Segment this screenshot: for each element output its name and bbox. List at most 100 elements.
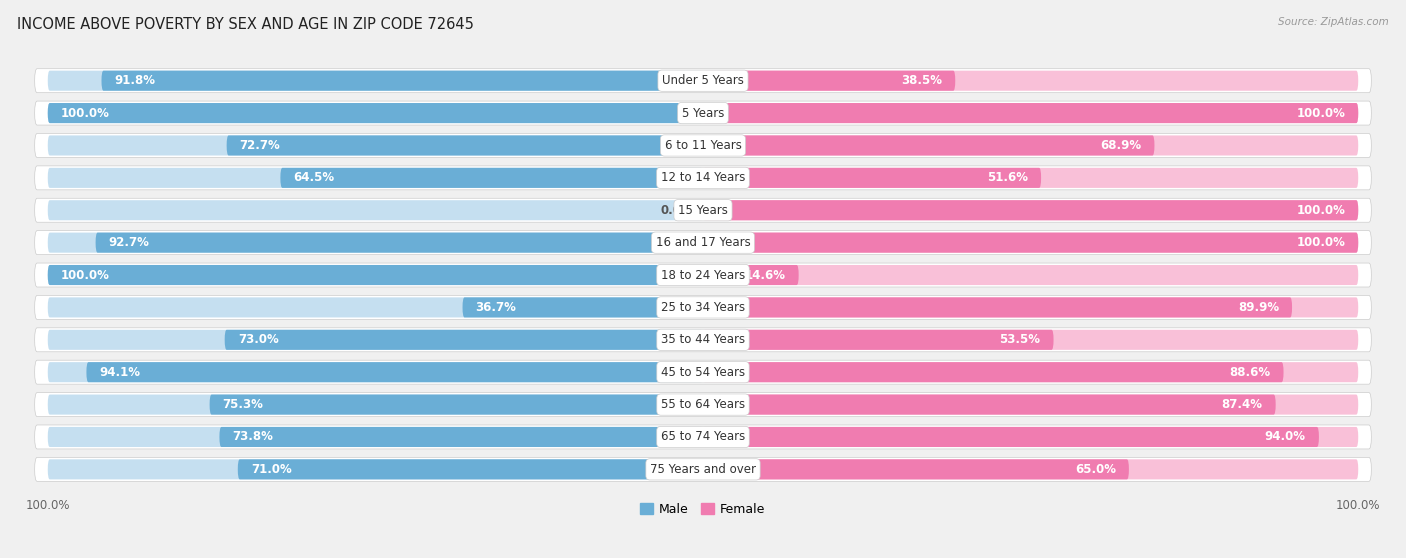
Text: 89.9%: 89.9%: [1237, 301, 1279, 314]
Text: 6 to 11 Years: 6 to 11 Years: [665, 139, 741, 152]
Text: 87.4%: 87.4%: [1222, 398, 1263, 411]
Text: 100.0%: 100.0%: [60, 107, 110, 119]
Text: 18 to 24 Years: 18 to 24 Years: [661, 268, 745, 282]
Text: 5 Years: 5 Years: [682, 107, 724, 119]
Text: 64.5%: 64.5%: [294, 171, 335, 184]
Text: 55 to 64 Years: 55 to 64 Years: [661, 398, 745, 411]
FancyBboxPatch shape: [280, 168, 703, 188]
Text: 94.0%: 94.0%: [1265, 430, 1306, 444]
FancyBboxPatch shape: [35, 425, 1371, 449]
FancyBboxPatch shape: [48, 297, 703, 318]
Text: 65.0%: 65.0%: [1074, 463, 1116, 476]
FancyBboxPatch shape: [48, 168, 703, 188]
FancyBboxPatch shape: [703, 168, 1040, 188]
Text: 36.7%: 36.7%: [475, 301, 516, 314]
FancyBboxPatch shape: [48, 427, 703, 447]
Text: 45 to 54 Years: 45 to 54 Years: [661, 365, 745, 379]
FancyBboxPatch shape: [48, 103, 703, 123]
FancyBboxPatch shape: [703, 200, 1358, 220]
Text: 38.5%: 38.5%: [901, 74, 942, 87]
Text: 15 Years: 15 Years: [678, 204, 728, 217]
Text: 94.1%: 94.1%: [100, 365, 141, 379]
Text: 100.0%: 100.0%: [1296, 236, 1346, 249]
FancyBboxPatch shape: [48, 265, 703, 285]
Text: Source: ZipAtlas.com: Source: ZipAtlas.com: [1278, 17, 1389, 27]
FancyBboxPatch shape: [101, 71, 703, 91]
Text: 75 Years and over: 75 Years and over: [650, 463, 756, 476]
Text: 51.6%: 51.6%: [987, 171, 1028, 184]
FancyBboxPatch shape: [48, 265, 703, 285]
Text: 75.3%: 75.3%: [222, 398, 263, 411]
FancyBboxPatch shape: [703, 330, 1358, 350]
Text: 73.0%: 73.0%: [238, 333, 278, 347]
FancyBboxPatch shape: [703, 136, 1358, 156]
Text: 91.8%: 91.8%: [115, 74, 156, 87]
FancyBboxPatch shape: [226, 136, 703, 156]
FancyBboxPatch shape: [35, 133, 1371, 157]
Text: 100.0%: 100.0%: [1296, 204, 1346, 217]
FancyBboxPatch shape: [703, 168, 1358, 188]
FancyBboxPatch shape: [35, 458, 1371, 482]
FancyBboxPatch shape: [703, 297, 1358, 318]
FancyBboxPatch shape: [703, 395, 1358, 415]
FancyBboxPatch shape: [703, 233, 1358, 253]
FancyBboxPatch shape: [703, 427, 1319, 447]
FancyBboxPatch shape: [703, 71, 1358, 91]
Text: 73.8%: 73.8%: [232, 430, 273, 444]
FancyBboxPatch shape: [35, 230, 1371, 254]
FancyBboxPatch shape: [35, 166, 1371, 190]
FancyBboxPatch shape: [703, 103, 1358, 123]
Text: 53.5%: 53.5%: [1000, 333, 1040, 347]
FancyBboxPatch shape: [48, 362, 703, 382]
FancyBboxPatch shape: [48, 395, 703, 415]
Text: 71.0%: 71.0%: [250, 463, 291, 476]
Text: 65 to 74 Years: 65 to 74 Years: [661, 430, 745, 444]
FancyBboxPatch shape: [35, 393, 1371, 417]
FancyBboxPatch shape: [703, 330, 1053, 350]
Text: 14.6%: 14.6%: [745, 268, 786, 282]
Text: 35 to 44 Years: 35 to 44 Years: [661, 333, 745, 347]
Text: 92.7%: 92.7%: [108, 236, 149, 249]
FancyBboxPatch shape: [35, 69, 1371, 93]
FancyBboxPatch shape: [48, 136, 703, 156]
FancyBboxPatch shape: [703, 71, 955, 91]
FancyBboxPatch shape: [225, 330, 703, 350]
Text: 100.0%: 100.0%: [60, 268, 110, 282]
FancyBboxPatch shape: [48, 103, 703, 123]
FancyBboxPatch shape: [703, 427, 1358, 447]
FancyBboxPatch shape: [219, 427, 703, 447]
FancyBboxPatch shape: [35, 263, 1371, 287]
FancyBboxPatch shape: [703, 265, 799, 285]
Text: Under 5 Years: Under 5 Years: [662, 74, 744, 87]
FancyBboxPatch shape: [703, 297, 1292, 318]
FancyBboxPatch shape: [703, 265, 1358, 285]
FancyBboxPatch shape: [48, 459, 703, 479]
FancyBboxPatch shape: [703, 136, 1154, 156]
FancyBboxPatch shape: [35, 328, 1371, 352]
Text: 25 to 34 Years: 25 to 34 Years: [661, 301, 745, 314]
FancyBboxPatch shape: [35, 198, 1371, 222]
FancyBboxPatch shape: [48, 233, 703, 253]
FancyBboxPatch shape: [703, 103, 1358, 123]
Text: 12 to 14 Years: 12 to 14 Years: [661, 171, 745, 184]
FancyBboxPatch shape: [703, 459, 1129, 479]
FancyBboxPatch shape: [86, 362, 703, 382]
FancyBboxPatch shape: [48, 71, 703, 91]
FancyBboxPatch shape: [463, 297, 703, 318]
FancyBboxPatch shape: [703, 362, 1284, 382]
Text: 72.7%: 72.7%: [240, 139, 280, 152]
Text: 68.9%: 68.9%: [1101, 139, 1142, 152]
FancyBboxPatch shape: [48, 330, 703, 350]
FancyBboxPatch shape: [48, 200, 703, 220]
FancyBboxPatch shape: [703, 459, 1358, 479]
FancyBboxPatch shape: [209, 395, 703, 415]
FancyBboxPatch shape: [703, 233, 1358, 253]
FancyBboxPatch shape: [703, 362, 1358, 382]
FancyBboxPatch shape: [703, 395, 1275, 415]
FancyBboxPatch shape: [703, 200, 1358, 220]
FancyBboxPatch shape: [35, 101, 1371, 125]
FancyBboxPatch shape: [35, 360, 1371, 384]
Text: 88.6%: 88.6%: [1229, 365, 1271, 379]
Text: 0.0%: 0.0%: [661, 204, 693, 217]
FancyBboxPatch shape: [35, 295, 1371, 319]
